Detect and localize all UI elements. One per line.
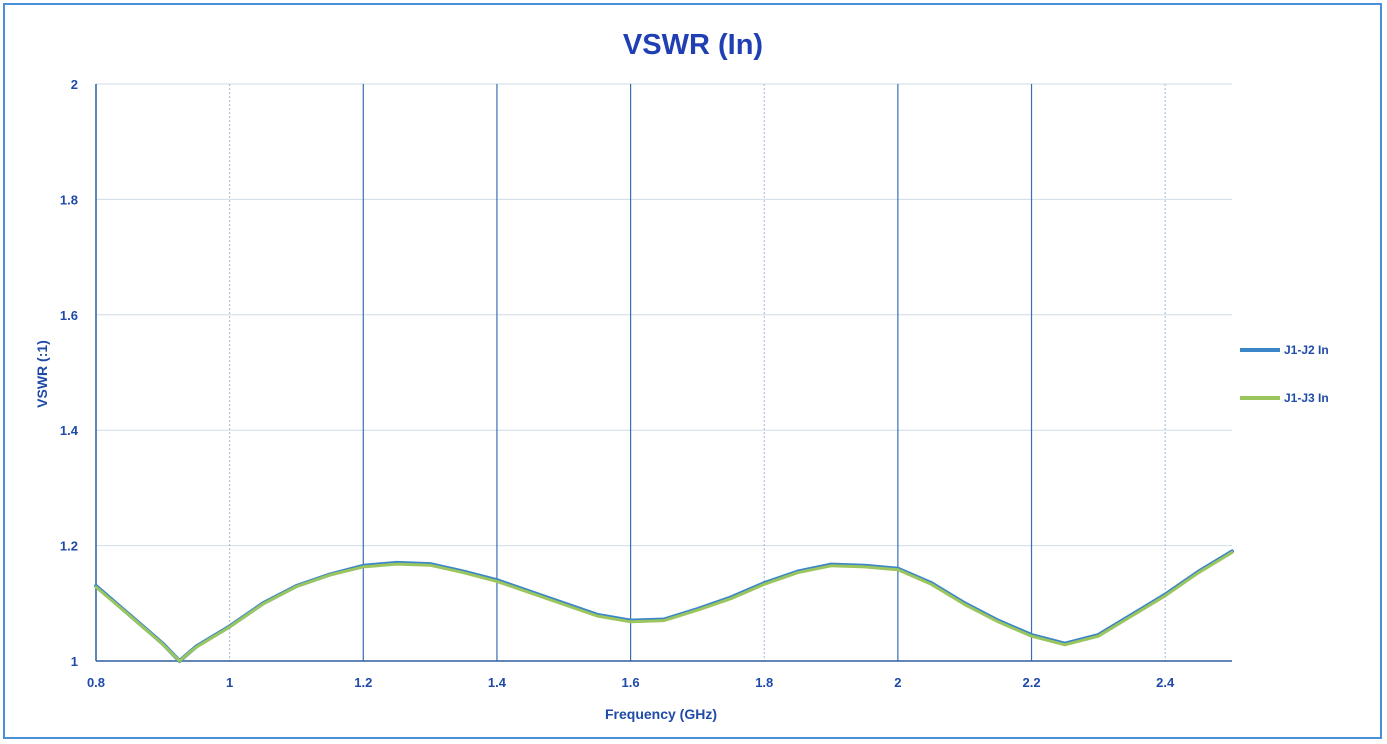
x-axis-ticks: 0.8 1 1.2 1.4 1.6 1.8 2 2.2 2.4 — [87, 675, 1175, 690]
y-tick-label: 1 — [71, 654, 78, 669]
series-line-2 — [94, 551, 1234, 663]
y-axis-label: VSWR (:1) — [34, 340, 50, 408]
x-tick-label: 1 — [226, 675, 233, 690]
axes — [95, 84, 1232, 662]
x-tick-label: 2 — [894, 675, 901, 690]
legend-label-1: J1-J2 In — [1284, 343, 1329, 357]
x-axis-label: Frequency (GHz) — [605, 706, 717, 722]
grid — [96, 83, 1232, 661]
chart-frame — [3, 3, 1382, 739]
y-tick-label: 1.2 — [60, 539, 78, 554]
x-tick-label: 1.4 — [488, 675, 507, 690]
y-tick-label: 1.4 — [60, 423, 79, 438]
series-lines — [94, 549, 1234, 663]
legend: J1-J2 In J1-J3 In — [1240, 343, 1329, 405]
y-tick-label: 1.6 — [60, 308, 78, 323]
x-tick-label: 2.4 — [1156, 675, 1175, 690]
chart-title: VSWR (In) — [623, 29, 763, 61]
legend-label-2: J1-J3 In — [1284, 391, 1329, 405]
x-tick-label: 0.8 — [87, 675, 105, 690]
x-tick-label: 1.8 — [755, 675, 773, 690]
x-tick-label: 1.2 — [354, 675, 372, 690]
x-tick-label: 2.2 — [1022, 675, 1040, 690]
y-tick-label: 2 — [71, 77, 78, 92]
y-axis-ticks: 1 1.2 1.4 1.6 1.8 2 — [60, 77, 79, 669]
x-tick-label: 1.6 — [622, 675, 640, 690]
y-tick-label: 1.8 — [60, 192, 78, 207]
